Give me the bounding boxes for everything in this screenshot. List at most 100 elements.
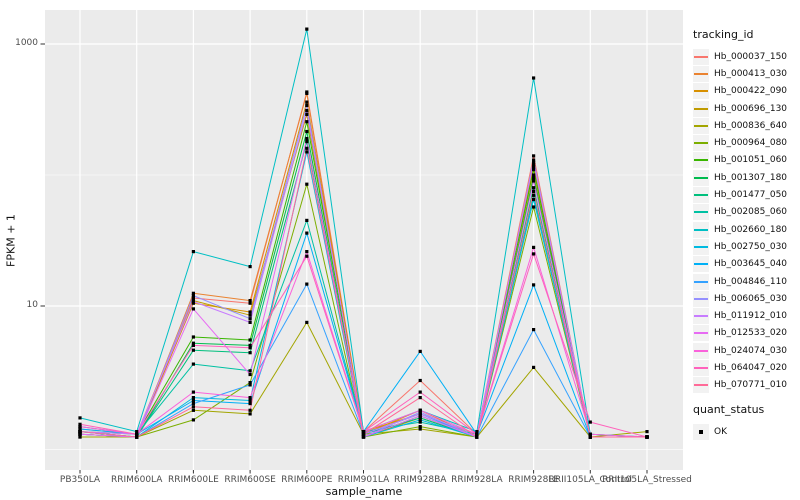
quant-ok-key-swatch	[693, 423, 709, 440]
x-tick-label: RRIM600PE	[281, 475, 333, 485]
legend-key-swatch	[693, 83, 709, 100]
data-point	[305, 109, 309, 113]
data-point	[532, 365, 536, 369]
legend-key-swatch	[693, 342, 709, 359]
data-point	[305, 282, 309, 286]
data-point	[305, 231, 309, 235]
y-tick-label: 1000	[15, 38, 38, 48]
legend-item-label: OK	[714, 426, 727, 437]
data-point	[305, 140, 309, 144]
data-point	[191, 402, 195, 406]
legend-key-swatch	[693, 117, 709, 134]
data-point	[645, 430, 649, 434]
data-point	[305, 91, 309, 95]
data-point	[418, 416, 422, 420]
legend-item: Hb_004846_110	[693, 273, 799, 290]
legend-item: Hb_000422_090	[693, 83, 799, 100]
data-point	[532, 173, 536, 177]
legend-item: Hb_012533_020	[693, 325, 799, 342]
data-point	[418, 396, 422, 400]
data-point	[191, 418, 195, 422]
legend-item-label: Hb_011912_010	[714, 311, 788, 322]
legend-item: Hb_001307_180	[693, 169, 799, 186]
legend-item-label: Hb_002085_060	[714, 207, 788, 218]
x-tick-label: RRIM928LE	[508, 475, 559, 485]
data-point	[191, 362, 195, 366]
data-point	[191, 291, 195, 295]
data-point	[248, 320, 252, 324]
x-tick-label: RRIM600SE	[224, 475, 276, 485]
data-point	[78, 435, 82, 439]
legend-item-label: Hb_000413_030	[714, 68, 788, 79]
legend-key-swatch	[693, 359, 709, 376]
data-point	[532, 76, 536, 80]
data-point	[248, 317, 252, 321]
x-tick-label: RRIM901LA	[337, 475, 390, 485]
legend-item-ok: OK	[693, 423, 799, 440]
x-tick-label: RRII105LA_Stressed	[602, 475, 692, 485]
legend-item-label: Hb_024074_030	[714, 345, 788, 356]
data-point	[305, 100, 309, 104]
data-point	[418, 412, 422, 416]
data-point	[191, 300, 195, 304]
data-point	[191, 294, 195, 298]
data-point	[418, 414, 422, 418]
legend-color-line-icon	[694, 315, 708, 318]
legend-item: Hb_002660_180	[693, 221, 799, 238]
legend-item-label: Hb_001477_050	[714, 190, 788, 201]
data-point	[248, 299, 252, 303]
legend-key-swatch	[693, 273, 709, 290]
legend-color-line-icon	[694, 159, 708, 162]
legend-item: Hb_001051_060	[693, 152, 799, 169]
data-point	[305, 150, 309, 154]
data-point	[361, 432, 366, 436]
legend-item-label: Hb_000836_640	[714, 120, 788, 131]
data-point	[588, 420, 592, 424]
legend-item-label: Hb_064047_020	[714, 362, 788, 373]
data-point	[305, 136, 309, 141]
legend-key-swatch	[693, 325, 709, 342]
data-point	[418, 349, 422, 353]
legend-item-label: Hb_006065_030	[714, 293, 788, 304]
legend-item-label: Hb_000037_150	[714, 51, 788, 62]
legend-key-swatch	[693, 135, 709, 152]
legend-item: Hb_002085_060	[693, 204, 799, 221]
legend-key-swatch	[693, 65, 709, 82]
data-point	[532, 283, 536, 287]
legend-quant-title: quant_status	[693, 403, 765, 416]
legend-item: Hb_002750_030	[693, 238, 799, 255]
legend-tracking-id: tracking_id Hb_000037_150 Hb_000413_030 Hb…	[693, 28, 799, 394]
data-point	[305, 320, 309, 324]
legend-color-line-icon	[694, 55, 708, 58]
data-point	[532, 189, 536, 193]
data-point	[191, 396, 195, 400]
legend-tracking-items: Hb_000037_150 Hb_000413_030 Hb_000422_090 H…	[693, 48, 799, 394]
data-point	[532, 165, 536, 169]
legend-item: Hb_011912_010	[693, 307, 799, 325]
legend-color-line-icon	[694, 245, 708, 248]
data-point	[305, 120, 309, 124]
data-point	[248, 381, 252, 385]
legend-color-line-icon	[694, 194, 708, 197]
legend-color-line-icon	[694, 332, 708, 335]
data-point	[532, 252, 536, 256]
data-point	[418, 425, 422, 429]
data-point	[305, 250, 309, 254]
legend-color-line-icon	[694, 297, 708, 300]
legend-color-line-icon	[694, 349, 708, 352]
x-tick-label: RRIM600LE	[167, 475, 219, 485]
legend-key-swatch	[693, 308, 709, 325]
data-point	[191, 307, 195, 311]
legend-color-line-icon	[694, 124, 708, 127]
x-tick-label: PB350LA	[59, 475, 101, 485]
data-point	[532, 176, 536, 180]
data-point	[305, 182, 309, 186]
data-point	[191, 398, 195, 403]
data-point	[418, 378, 422, 383]
legend-item-label: Hb_002660_180	[714, 224, 788, 235]
legend-color-line-icon	[694, 90, 708, 93]
data-point	[532, 160, 536, 164]
y-axis-title: FPKM + 1	[4, 214, 18, 267]
data-point	[532, 186, 536, 190]
